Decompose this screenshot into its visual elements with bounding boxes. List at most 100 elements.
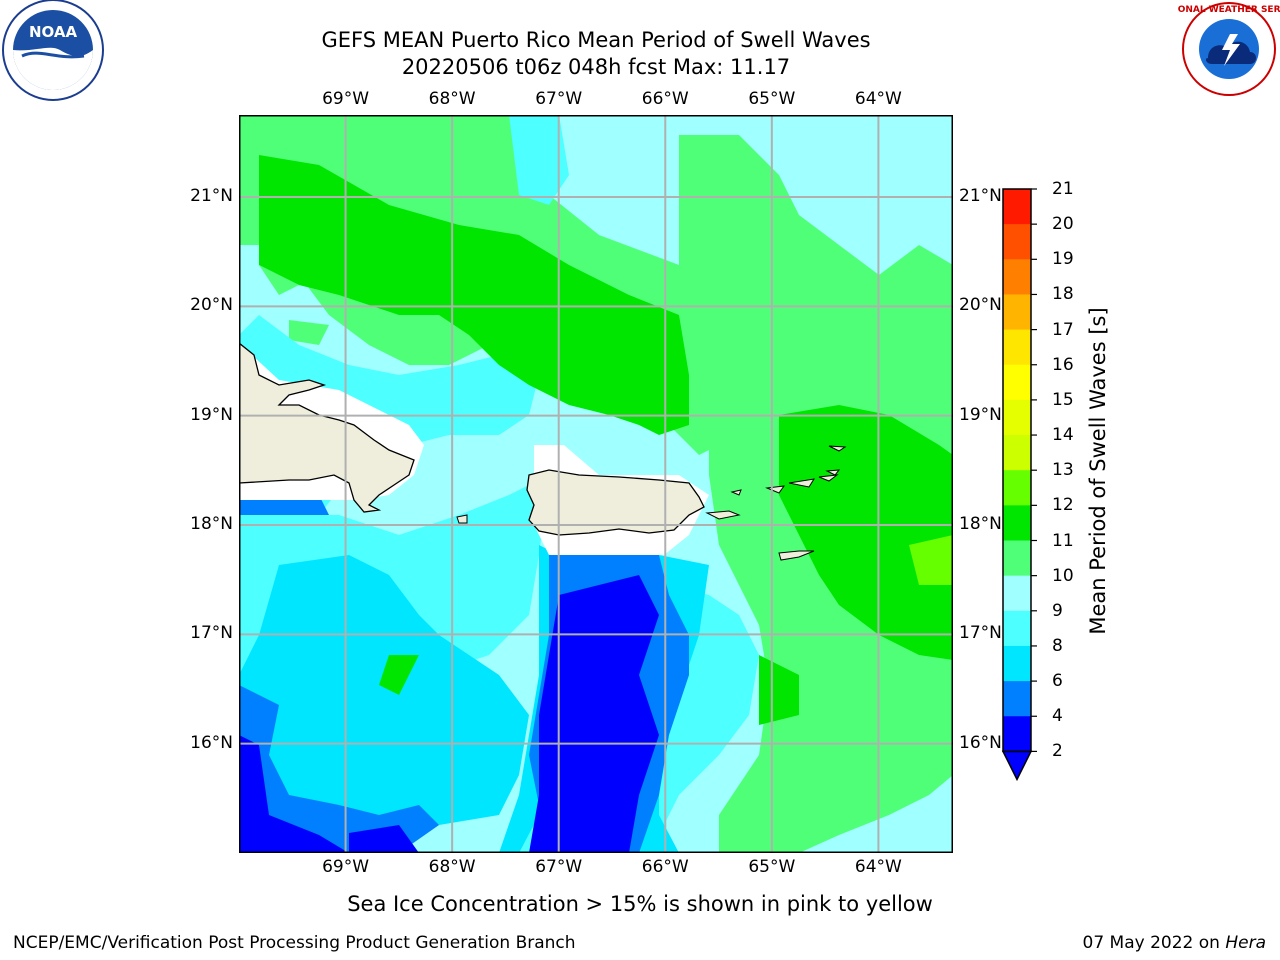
colorbar-tick-label: 12 — [1052, 495, 1074, 516]
footer-date: 07 May 2022 on Hera — [1083, 932, 1267, 954]
island — [778, 550, 815, 561]
island — [818, 474, 839, 482]
colorbar-bin — [1003, 399, 1031, 436]
colorbar-tick-label: 9 — [1052, 600, 1063, 621]
lat-tick-right: 20°N — [959, 295, 1002, 316]
island — [828, 445, 847, 452]
colorbar-tick-label: 13 — [1052, 460, 1074, 481]
contour-2-4 — [239, 735, 349, 853]
contour-10-11 — [779, 405, 953, 660]
footer-host: Hera — [1225, 933, 1266, 953]
colorbar-tick-label: 4 — [1052, 706, 1063, 727]
contour-10-11 — [379, 655, 419, 695]
colorbar-bin — [1003, 259, 1031, 295]
colorbar-tick-label: 11 — [1052, 530, 1074, 551]
colorbar-tick-label: 16 — [1052, 354, 1074, 375]
colorbar-title: Mean Period of Swell Waves [s] — [1086, 307, 1110, 635]
lon-tick-top: 68°W — [428, 89, 476, 109]
lat-tick-right: 18°N — [959, 514, 1002, 534]
contour-9-10 — [289, 320, 329, 345]
colorbar-bin — [1003, 716, 1031, 752]
lon-tick-bottom: 69°W — [322, 857, 370, 877]
map-border — [239, 115, 953, 853]
lon-tick-top: 66°W — [641, 89, 689, 109]
colorbar-tick-label: 10 — [1052, 565, 1074, 586]
colorbar-bin — [1003, 645, 1031, 682]
colorbar-tick-label: 15 — [1052, 389, 1074, 410]
colorbar-tick-label: 2 — [1052, 741, 1063, 762]
lat-tick-right: 17°N — [959, 623, 1002, 644]
lon-tick-top: 64°W — [854, 89, 902, 109]
lon-tick-bottom: 66°W — [641, 857, 689, 877]
sea-ice-note: Sea Ice Concentration > 15% is shown in … — [0, 891, 1280, 917]
map-panel — [239, 115, 953, 853]
colorbar-under-arrow — [1001, 750, 1033, 782]
lon-tick-bottom: 68°W — [428, 857, 476, 877]
colorbar-tick-label: 6 — [1052, 671, 1063, 692]
colorbar-tick-label: 17 — [1052, 319, 1074, 340]
colorbar-bin — [1003, 681, 1031, 717]
colorbar — [1001, 188, 1037, 782]
contour-6-8 — [239, 555, 529, 853]
lat-tick-left: 18°N — [190, 514, 233, 534]
contour-11-12 — [909, 535, 953, 585]
colorbar-bin — [1003, 224, 1031, 260]
colorbar-bin — [1003, 540, 1031, 577]
colorbar-bin — [1003, 189, 1031, 225]
island — [456, 514, 468, 524]
gridlines — [239, 115, 953, 853]
footer-date-text: 07 May 2022 on — [1082, 933, 1226, 953]
contour-fields — [239, 115, 953, 853]
swell-period-map — [239, 115, 953, 853]
colorbar-tick-label: 19 — [1052, 249, 1074, 270]
lat-tick-left: 16°N — [190, 732, 233, 753]
lon-tick-top: 67°W — [535, 89, 583, 109]
lat-tick-right: 21°N — [959, 186, 1002, 206]
colorbar-bin — [1003, 364, 1031, 401]
contour-10-11 — [259, 155, 689, 435]
island — [705, 510, 741, 520]
noaa-logo-text: NOAA — [29, 23, 78, 41]
island — [825, 469, 841, 476]
lat-tick-left: 20°N — [190, 295, 233, 316]
contour-4-6 — [239, 685, 439, 853]
puerto-rico-land — [526, 469, 705, 536]
footer-credit: NCEP/EMC/Verification Post Processing Pr… — [13, 933, 576, 953]
contour-2-4 — [529, 575, 659, 853]
colorbar-bin — [1003, 505, 1031, 541]
nws-logo: NATIONAL WEATHER SERVICE — [1178, 2, 1280, 96]
lon-tick-top: 65°W — [748, 89, 796, 109]
colorbar-tick-label: 14 — [1052, 425, 1074, 446]
chart-title: GEFS MEAN Puerto Rico Mean Period of Swe… — [321, 28, 871, 52]
colorbar-bin — [1003, 329, 1031, 366]
nws-logo-text: NATIONAL WEATHER SERVICE — [1178, 5, 1280, 15]
colorbar-tick-label: 20 — [1052, 214, 1074, 235]
lat-tick-right: 16°N — [959, 732, 1002, 753]
contour-9-10 — [259, 265, 299, 295]
colorbar-bin — [1003, 470, 1031, 506]
colorbar-bin — [1003, 294, 1031, 331]
lon-tick-top: 69°W — [322, 89, 370, 109]
lon-tick-bottom: 65°W — [748, 857, 796, 877]
colorbar-tick-label: 8 — [1052, 635, 1063, 656]
contour-10-11 — [759, 655, 799, 725]
lat-tick-right: 19°N — [959, 404, 1002, 425]
colorbar-bin — [1003, 575, 1031, 612]
lat-tick-left: 21°N — [190, 186, 233, 206]
chart-subtitle: 20220506 t06z 048h fcst Max: 11.17 — [401, 55, 791, 79]
sea-ice-note-text: Sea Ice Concentration > 15% is shown in … — [347, 892, 933, 916]
colorbar-bin — [1003, 435, 1031, 471]
lat-tick-left: 19°N — [190, 404, 233, 425]
island — [730, 489, 742, 496]
colorbar-bin — [1003, 610, 1031, 647]
noaa-logo: NOAA — [2, 0, 104, 101]
hispaniola-land — [239, 342, 415, 513]
lon-tick-bottom: 67°W — [535, 857, 583, 877]
lat-tick-left: 17°N — [190, 623, 233, 644]
contour-2-4 — [349, 825, 419, 853]
lon-tick-bottom: 64°W — [854, 857, 902, 877]
colorbar-tick-label: 21 — [1052, 179, 1074, 199]
contour-8-9 — [509, 115, 569, 205]
island — [788, 478, 816, 488]
colorbar-tick-label: 18 — [1052, 284, 1074, 305]
